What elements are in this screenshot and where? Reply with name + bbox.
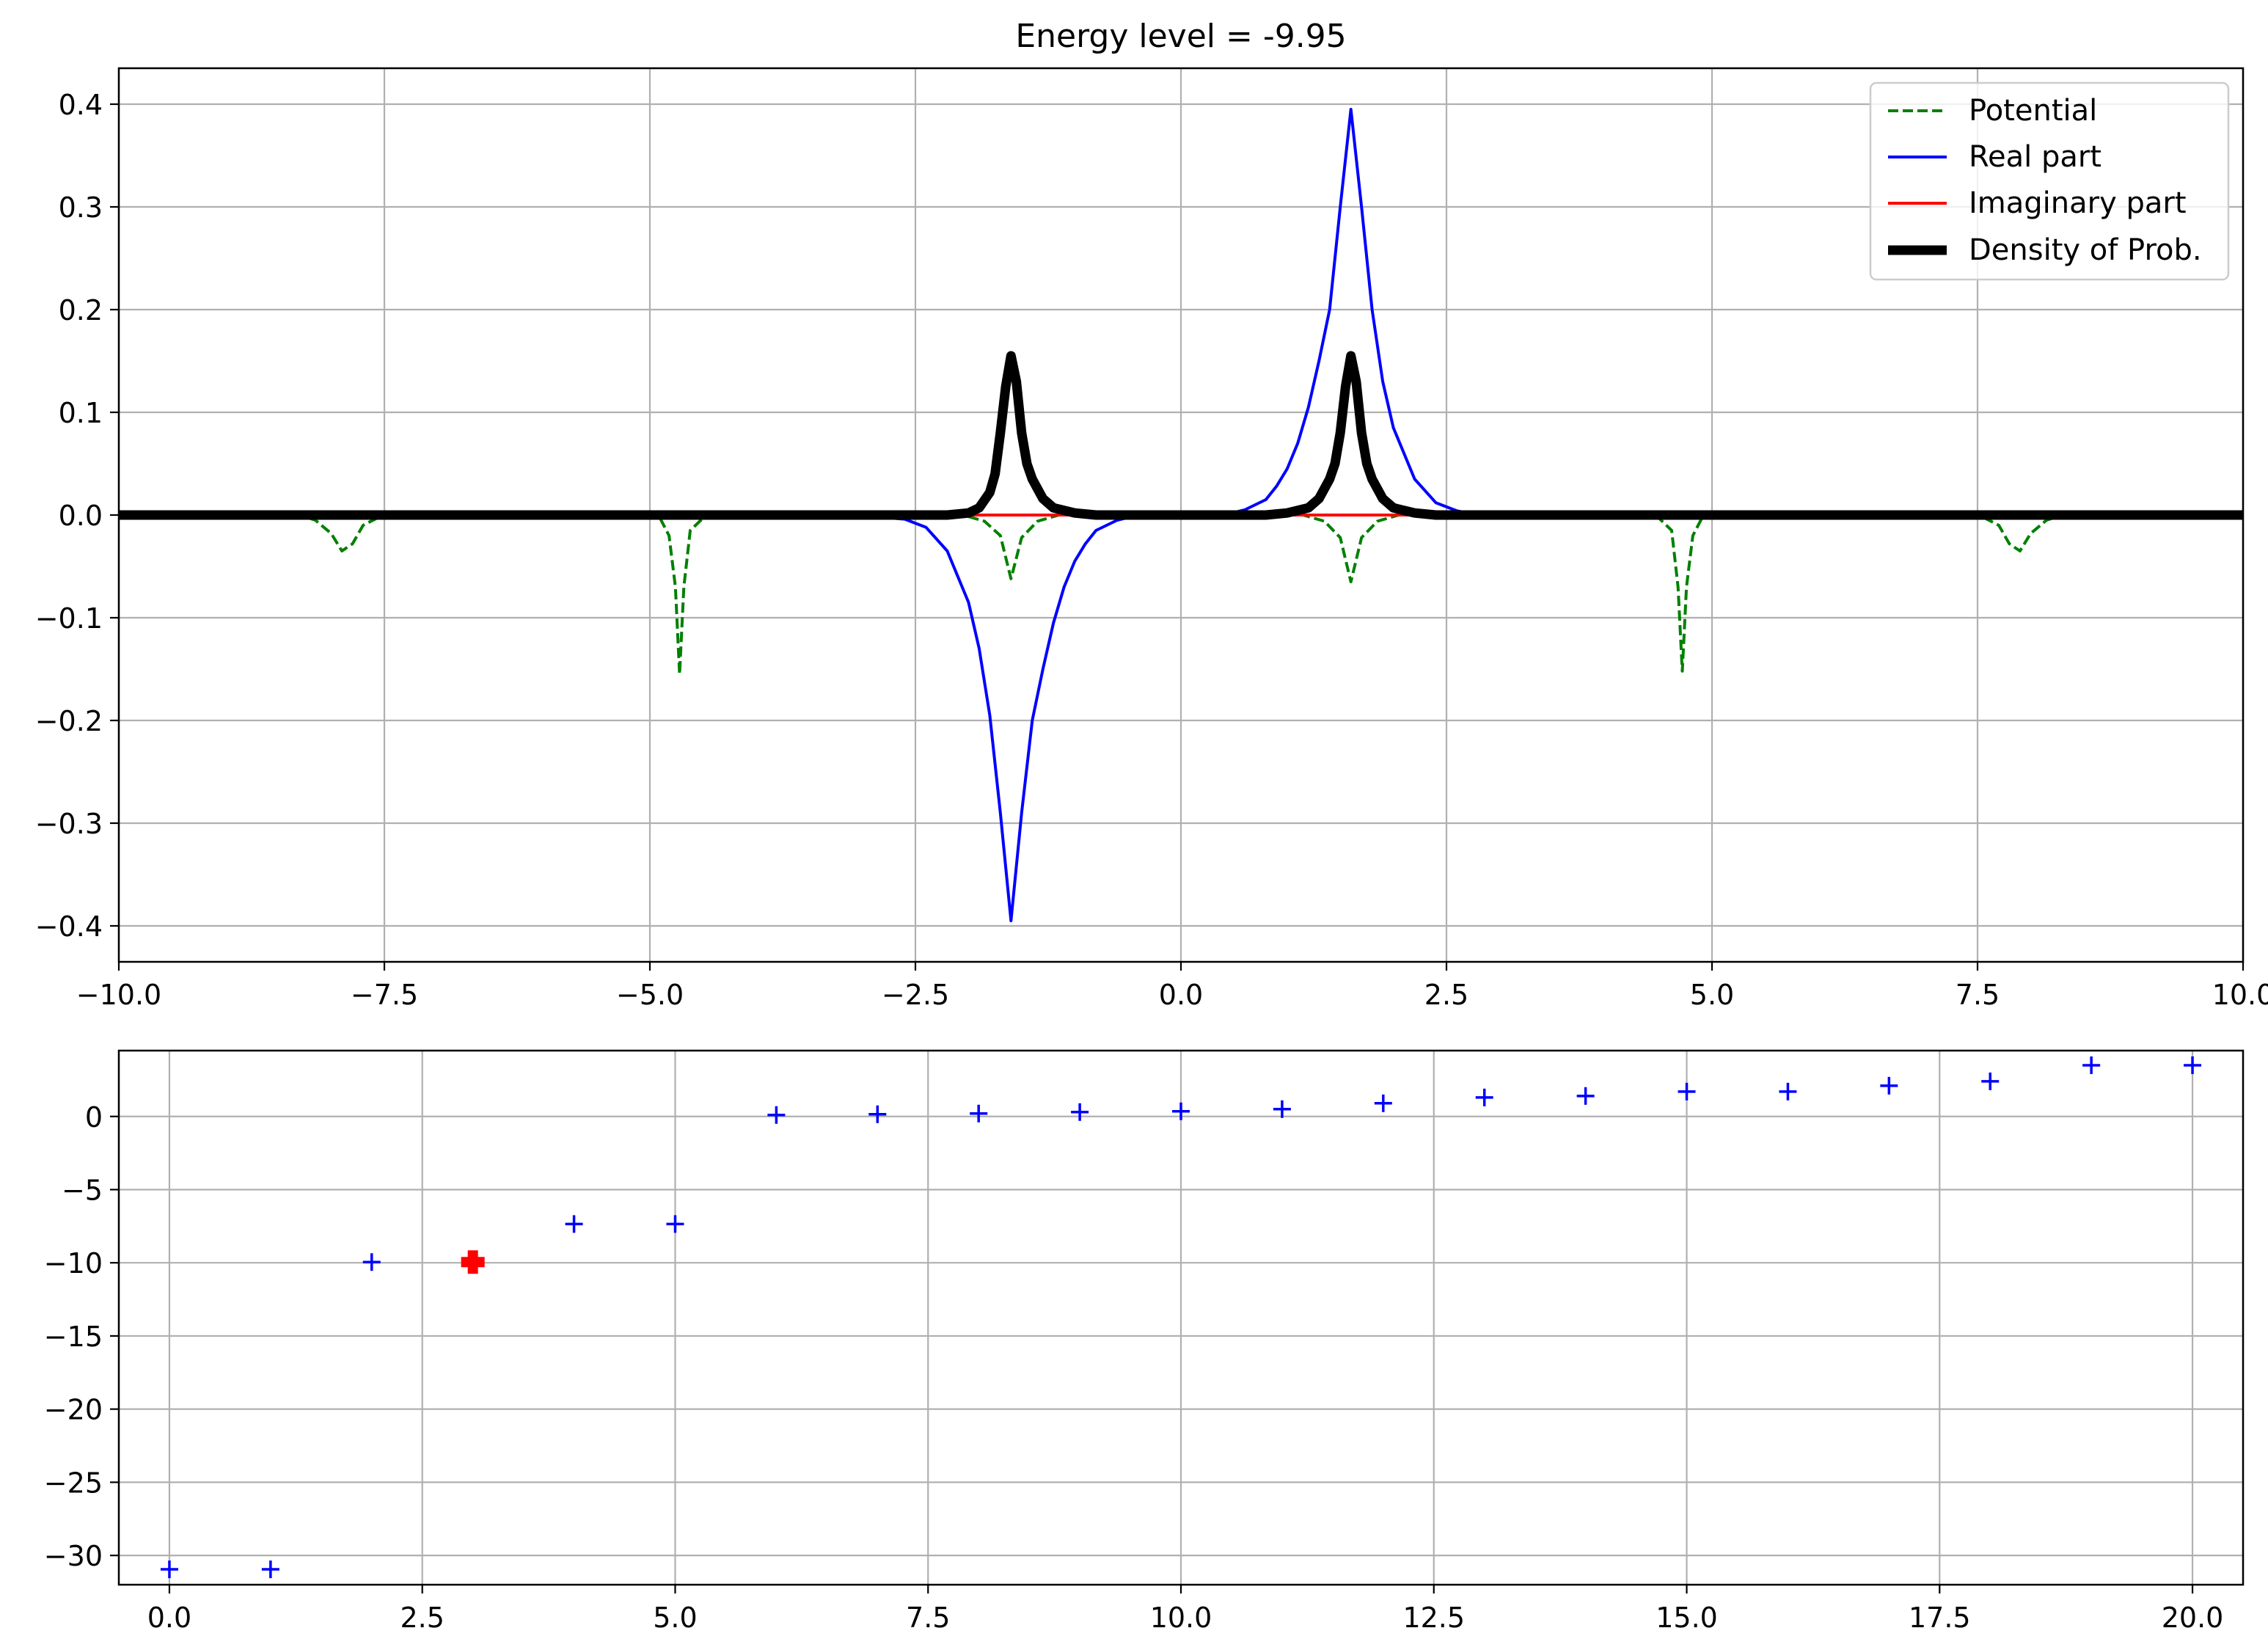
top-x-tick-label: −5.0 bbox=[616, 979, 684, 1011]
bottom-x-tick-label: 10.0 bbox=[1150, 1602, 1212, 1634]
top-x-tick-label: 7.5 bbox=[1956, 979, 2000, 1011]
top-x-tick-label: 5.0 bbox=[1690, 979, 1734, 1011]
bottom-ticks: 0.0 2.5 5.0 7.5 10.0 12.5 15.0 17.5 20.0 0 −5 −10 −1… bbox=[44, 1101, 2224, 1634]
top-x-tick-label: −10.0 bbox=[76, 979, 161, 1011]
bottom-x-tick-label: 5.0 bbox=[653, 1602, 697, 1634]
energy-level-point bbox=[1374, 1094, 1392, 1112]
top-x-tick-label: 2.5 bbox=[1424, 979, 1468, 1011]
bottom-y-tick-label: −20 bbox=[44, 1394, 103, 1426]
bottom-y-tick-label: −30 bbox=[44, 1540, 103, 1572]
energy-level-point bbox=[1576, 1087, 1595, 1105]
top-y-tick-label: 0.3 bbox=[59, 191, 103, 224]
top-x-tick-label: 10.0 bbox=[2212, 979, 2268, 1011]
bottom-y-tick-label: −25 bbox=[44, 1467, 103, 1499]
energy-level-point bbox=[1981, 1072, 2000, 1090]
bottom-y-tick-label: −10 bbox=[44, 1247, 103, 1280]
energy-level-point bbox=[1678, 1082, 1696, 1100]
bottom-y-tick-label: −5 bbox=[62, 1174, 103, 1206]
top-y-tick-label: −0.4 bbox=[35, 910, 103, 943]
energy-level-point bbox=[2082, 1056, 2101, 1074]
energy-levels-chart: 0.0 2.5 5.0 7.5 10.0 12.5 15.0 17.5 20.0 0 −5 −10 −1… bbox=[44, 1049, 2245, 1634]
top-y-tick-label: −0.2 bbox=[35, 705, 103, 737]
energy-level-point bbox=[160, 1560, 178, 1579]
wavefunction-chart: Energy level = -9.95 −10.0 −7.5 −5.0 −2.5 0.… bbox=[35, 18, 2268, 1011]
energy-level-point bbox=[261, 1560, 279, 1579]
bottom-grid bbox=[119, 1051, 2243, 1585]
legend-label-potential: Potential bbox=[1969, 94, 2097, 128]
legend: Potential Real part Imaginary part Densi… bbox=[1869, 81, 2230, 281]
legend-label-imaginary-part: Imaginary part bbox=[1969, 186, 2187, 220]
selected-level-marker bbox=[461, 1250, 485, 1274]
top-y-tick-label: 0.2 bbox=[59, 294, 103, 326]
top-y-tick-label: 0.1 bbox=[59, 397, 103, 429]
energy-level-point bbox=[767, 1106, 786, 1124]
top-y-tick-label: −0.3 bbox=[35, 808, 103, 840]
top-ticks: −10.0 −7.5 −5.0 −2.5 0.0 2.5 5.0 7.5 10.0 0.4 0.3 0… bbox=[35, 89, 2268, 1011]
energy-level-point bbox=[1172, 1102, 1190, 1120]
energy-level-point bbox=[1071, 1103, 1089, 1121]
energy-level-point bbox=[565, 1215, 583, 1233]
energy-level-point bbox=[1273, 1100, 1291, 1118]
bottom-x-tick-label: 2.5 bbox=[400, 1602, 444, 1634]
energy-level-point bbox=[666, 1215, 684, 1233]
energy-level-point bbox=[868, 1105, 887, 1123]
energy-level-point bbox=[1475, 1088, 1493, 1106]
legend-label-real-part: Real part bbox=[1969, 140, 2101, 174]
chart-title: Energy level = -9.95 bbox=[1015, 18, 1346, 55]
bottom-y-tick-label: −15 bbox=[44, 1321, 103, 1353]
energy-level-point bbox=[1880, 1076, 1898, 1095]
top-x-tick-label: −2.5 bbox=[882, 979, 949, 1011]
top-y-tick-label: −0.1 bbox=[35, 602, 103, 635]
energy-level-point bbox=[970, 1104, 988, 1123]
energy-level-point bbox=[1779, 1082, 1797, 1100]
top-x-tick-label: 0.0 bbox=[1159, 979, 1203, 1011]
top-y-tick-label: 0.0 bbox=[59, 500, 103, 532]
bottom-x-tick-label: 12.5 bbox=[1402, 1602, 1465, 1634]
bottom-x-tick-label: 7.5 bbox=[906, 1602, 950, 1634]
bottom-x-tick-label: 0.0 bbox=[147, 1602, 191, 1634]
series-line-density-of-prob bbox=[119, 351, 2243, 520]
top-series bbox=[119, 108, 2243, 922]
legend-frame bbox=[1869, 81, 2230, 281]
top-y-tick-label: 0.4 bbox=[59, 89, 103, 121]
energy-level-point bbox=[362, 1253, 381, 1271]
top-x-tick-label: −7.5 bbox=[351, 979, 418, 1011]
legend-label-density-of-prob: Density of Prob. bbox=[1969, 233, 2202, 267]
bottom-x-tick-label: 17.5 bbox=[1909, 1602, 1971, 1634]
bottom-x-tick-label: 15.0 bbox=[1656, 1602, 1718, 1634]
bottom-x-tick-label: 20.0 bbox=[2162, 1602, 2224, 1634]
bottom-series bbox=[160, 1056, 2202, 1579]
energy-level-point bbox=[2184, 1056, 2202, 1074]
bottom-y-tick-label: 0 bbox=[85, 1101, 103, 1134]
